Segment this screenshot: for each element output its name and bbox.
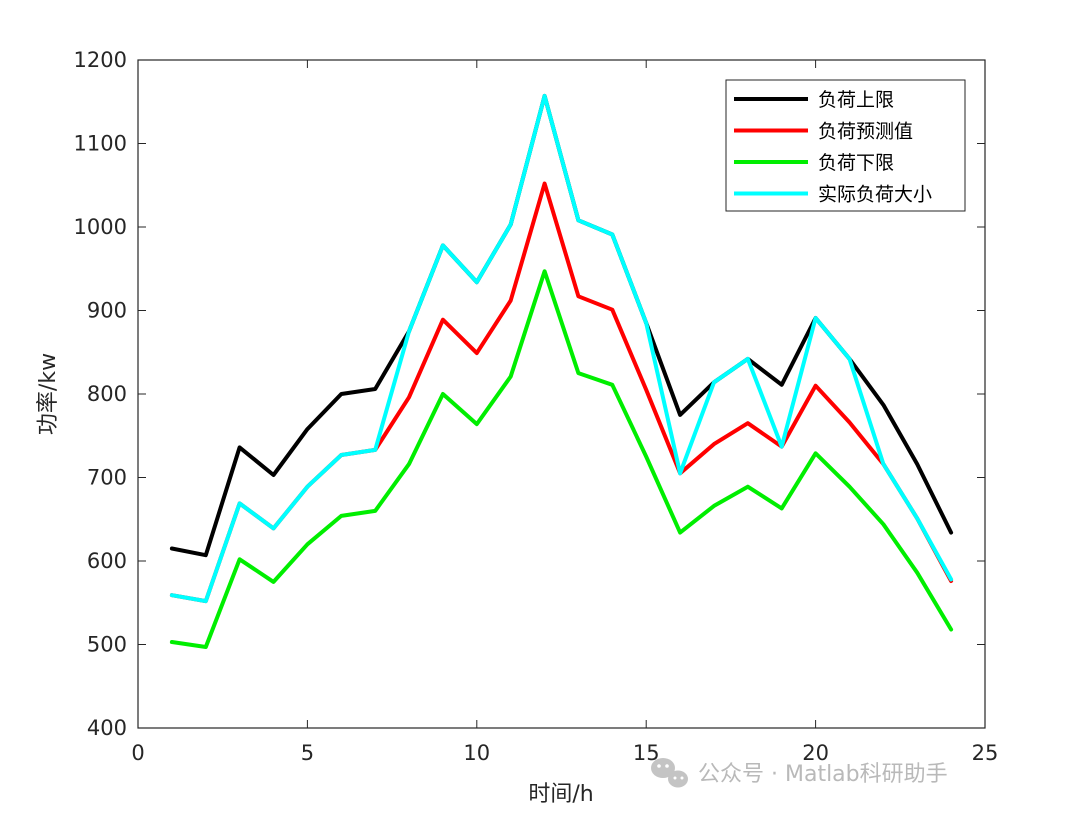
y-tick-label: 600 <box>87 549 127 573</box>
y-tick-label: 400 <box>87 716 127 740</box>
legend-label: 负荷预测值 <box>818 121 913 143</box>
legend-box <box>725 79 966 212</box>
x-tick-label: 20 <box>802 741 829 765</box>
y-tick-label: 1100 <box>74 132 127 156</box>
x-tick-label: 5 <box>301 741 314 765</box>
x-axis-title: 时间/h <box>528 782 593 807</box>
watermark-text: 公众号 · Matlab科研助手 <box>698 762 948 787</box>
y-tick-label: 700 <box>87 466 127 490</box>
x-axis: 0 5 10 15 20 25 <box>131 60 998 765</box>
y-axis: 400 500 600 700 800 900 1000 1100 1200 <box>74 48 985 740</box>
x-tick-label: 10 <box>463 741 490 765</box>
x-tick-label: 0 <box>131 741 144 765</box>
series-line-4 <box>169 93 954 604</box>
watermark: 公众号 · Matlab科研助手 <box>651 758 948 788</box>
y-tick-label: 800 <box>87 382 127 406</box>
y-tick-label: 900 <box>87 299 127 323</box>
y-tick-label: 500 <box>87 633 127 657</box>
y-tick-label: 1200 <box>74 48 127 72</box>
legend-label: 负荷上限 <box>818 89 894 111</box>
y-tick-label: 1000 <box>74 215 127 239</box>
series-line-3 <box>169 269 954 649</box>
series-layer <box>169 93 954 649</box>
legend-label: 负荷下限 <box>818 152 894 174</box>
y-axis-title: 功率/kw <box>36 353 61 435</box>
wechat-icon <box>651 758 688 788</box>
x-tick-label: 25 <box>972 741 999 765</box>
legend-label: 实际负荷大小 <box>818 184 932 206</box>
